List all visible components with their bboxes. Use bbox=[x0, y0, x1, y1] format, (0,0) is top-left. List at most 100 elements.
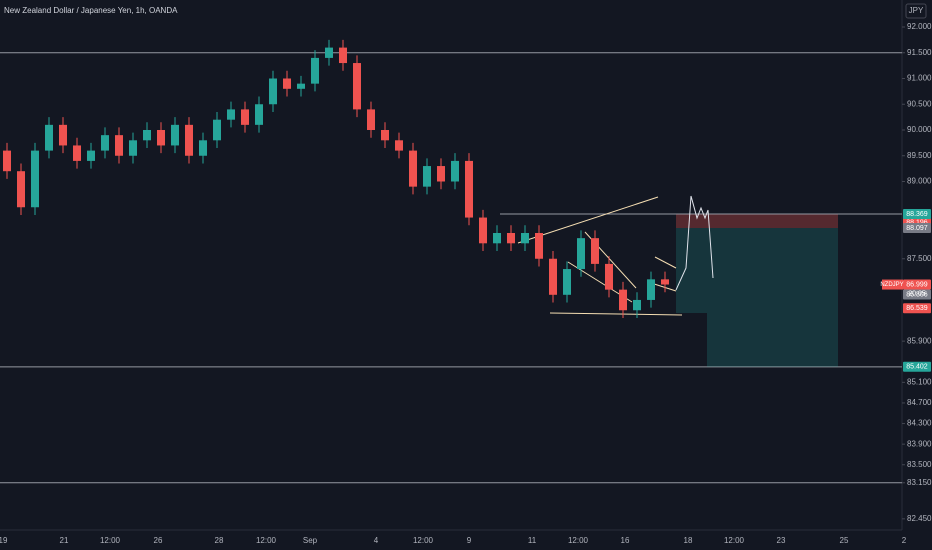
price-label: 86.999 bbox=[906, 281, 928, 288]
candle-body bbox=[395, 140, 403, 151]
candle-body bbox=[269, 78, 277, 105]
x-tick-label: Sep bbox=[303, 536, 318, 545]
symbol-tag-box bbox=[882, 279, 903, 290]
candle-body bbox=[157, 130, 165, 146]
candle-body bbox=[591, 238, 599, 264]
currency-button[interactable] bbox=[905, 3, 927, 19]
trend-line bbox=[549, 312, 683, 316]
candle-body bbox=[353, 63, 361, 110]
x-tick-label: 12:00 bbox=[724, 536, 745, 545]
candle-body bbox=[381, 130, 389, 141]
candle-body bbox=[297, 83, 305, 89]
candle-body bbox=[213, 119, 221, 141]
candle-body bbox=[577, 238, 585, 270]
candle-body bbox=[325, 47, 333, 58]
candle-body bbox=[115, 135, 123, 156]
candle-body bbox=[73, 145, 81, 161]
x-tick-label: 12:00 bbox=[256, 536, 277, 545]
candle-body bbox=[605, 263, 613, 290]
candle-body bbox=[409, 150, 417, 187]
x-tick-label: 16 bbox=[621, 536, 630, 545]
x-tick-label: 4 bbox=[374, 536, 379, 545]
countdown: 20:05 bbox=[908, 290, 926, 297]
candle-body bbox=[437, 166, 445, 182]
candle-body bbox=[199, 140, 207, 156]
currency-label[interactable]: JPY bbox=[909, 6, 924, 15]
target-zone bbox=[707, 228, 838, 367]
symbol-tag: NZDJPY bbox=[880, 282, 903, 288]
candle-body bbox=[493, 233, 501, 244]
x-tick-label: 26 bbox=[154, 536, 163, 545]
candle-body bbox=[479, 217, 487, 244]
y-tick-label: 90.500 bbox=[907, 99, 932, 108]
price-label: 85.402 bbox=[906, 364, 928, 371]
x-tick-label: 12:00 bbox=[100, 536, 121, 545]
candle-body bbox=[465, 160, 473, 218]
y-tick-label: 83.900 bbox=[907, 439, 932, 448]
price-label: 88.097 bbox=[906, 225, 928, 232]
candle-body bbox=[31, 150, 39, 208]
candle-body bbox=[563, 269, 571, 295]
chart-title: New Zealand Dollar / Japanese Yen, 1h, O… bbox=[4, 6, 178, 15]
y-tick-label: 89.500 bbox=[907, 151, 932, 160]
candle-body bbox=[87, 150, 95, 161]
target-zone-early bbox=[676, 228, 707, 314]
y-tick-label: 84.700 bbox=[907, 398, 932, 407]
candle-body bbox=[255, 104, 263, 125]
y-tick-label: 85.100 bbox=[907, 377, 932, 386]
x-tick-label: 11 bbox=[528, 536, 537, 545]
x-tick-label: 19 bbox=[0, 536, 8, 545]
y-tick-label: 89.000 bbox=[907, 177, 932, 186]
y-tick-label: 90.000 bbox=[907, 125, 932, 134]
candle-body bbox=[451, 160, 459, 182]
candle-body bbox=[3, 150, 11, 172]
y-tick-label: 83.150 bbox=[907, 478, 932, 487]
x-tick-label: 12:00 bbox=[413, 536, 434, 545]
candle-body bbox=[227, 109, 235, 120]
x-tick-label: 18 bbox=[684, 536, 693, 545]
x-tick-label: 23 bbox=[777, 536, 786, 545]
candle-body bbox=[507, 233, 515, 244]
price-label: 86.539 bbox=[906, 305, 928, 312]
candle-body bbox=[143, 130, 151, 141]
candle-body bbox=[619, 289, 627, 311]
candle-body bbox=[647, 279, 655, 300]
y-tick-label: 83.500 bbox=[907, 460, 932, 469]
x-tick-label: 9 bbox=[467, 536, 472, 545]
candle-body bbox=[311, 57, 319, 84]
price-label-box bbox=[903, 361, 931, 372]
candle-body bbox=[241, 109, 249, 125]
projection-path bbox=[675, 195, 714, 291]
candle-body bbox=[129, 140, 137, 156]
candle-body bbox=[283, 78, 291, 89]
candle-body bbox=[171, 124, 179, 146]
price-label-box bbox=[903, 208, 931, 219]
y-tick-label: 92.000 bbox=[907, 22, 932, 31]
candle-body bbox=[101, 135, 109, 151]
candle-body bbox=[339, 47, 347, 64]
price-label: 88.369 bbox=[906, 211, 928, 218]
price-label-box bbox=[903, 223, 931, 234]
trend-line bbox=[654, 256, 677, 269]
candle-body bbox=[367, 109, 375, 130]
y-tick-label: 82.450 bbox=[907, 514, 932, 523]
candle-body bbox=[185, 124, 193, 156]
candle-body bbox=[633, 299, 641, 311]
price-label: 86.806 bbox=[906, 291, 928, 298]
candle-body bbox=[661, 279, 669, 285]
y-tick-label: 84.300 bbox=[907, 419, 932, 428]
x-tick-label: 21 bbox=[60, 536, 69, 545]
candle-body bbox=[17, 171, 25, 208]
candle-body bbox=[535, 233, 543, 259]
candle-body bbox=[59, 124, 67, 146]
price-label-box bbox=[903, 279, 931, 290]
y-tick-label: 85.900 bbox=[907, 336, 932, 345]
y-tick-label: 91.500 bbox=[907, 48, 932, 57]
x-tick-label: 2 bbox=[902, 536, 907, 545]
x-tick-label: 12:00 bbox=[568, 536, 589, 545]
price-label-box bbox=[903, 303, 931, 314]
candle-body bbox=[423, 166, 431, 187]
price-label-box bbox=[903, 289, 931, 300]
